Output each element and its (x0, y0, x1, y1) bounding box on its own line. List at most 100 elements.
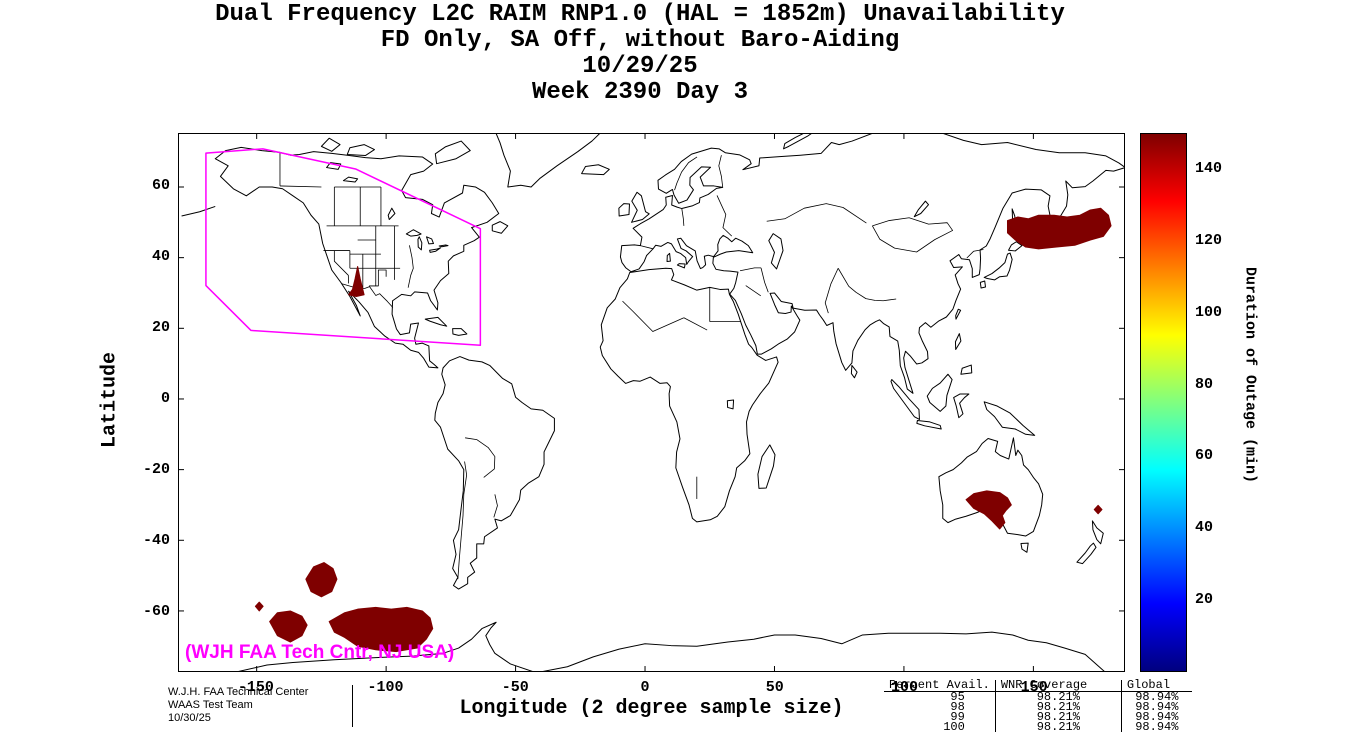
colorbar-tick-label: 20 (1195, 591, 1214, 609)
coastline (492, 222, 508, 234)
country-border (761, 268, 768, 292)
world-map-svg (179, 134, 1124, 671)
stats-row: 100 98.21% 98.94% (884, 720, 1192, 734)
coastline (427, 237, 434, 244)
coastline (784, 134, 819, 149)
stats-row: 95 98.21% 98.94% (884, 691, 1192, 703)
stats-row: 99 98.21% 98.94% (884, 711, 1192, 723)
coastline (388, 208, 395, 219)
coastline (619, 204, 630, 216)
y-tick-label: 0 (160, 389, 170, 407)
country-border (872, 218, 952, 252)
coastline (917, 421, 941, 429)
title-line-1: Dual Frequency L2C RAIM RNP1.0 (HAL = 18… (215, 1, 1065, 28)
country-border (825, 268, 838, 313)
coastline (453, 329, 467, 336)
coastline (891, 380, 919, 420)
map-credit-text: (WJH FAA Tech Cntr, NJ USA) (185, 642, 455, 663)
coastline (939, 438, 1043, 536)
stats-cell: 98.21% (994, 721, 1122, 733)
coastline (632, 192, 650, 222)
country-border (746, 286, 761, 296)
coastline (327, 163, 341, 170)
stats-cell: 98.94% (1120, 691, 1192, 703)
y-tick-label: -40 (142, 531, 170, 549)
colorbar-tick-label: 100 (1195, 303, 1223, 321)
country-border (682, 209, 684, 226)
colorbar-tick-label: 60 (1195, 447, 1214, 465)
stats-table: Percent Avail. WNR Coverage Global 95 98… (884, 679, 1192, 734)
coastline (955, 334, 960, 350)
country-border (719, 155, 723, 187)
coastline (495, 134, 601, 187)
coastline (435, 141, 470, 164)
stats-header-row: Percent Avail. WNR Coverage Global (884, 679, 1192, 692)
coastline (961, 365, 972, 374)
coastline (984, 402, 1034, 436)
country-border (458, 461, 467, 579)
stats-cell: 98.94% (1120, 701, 1192, 713)
stats-cell: 98.94% (1120, 711, 1192, 723)
coastline (582, 165, 610, 175)
y-tick-label: 20 (151, 319, 170, 337)
coastline (914, 201, 928, 217)
country-border (838, 268, 896, 301)
x-tick-label: 100 (890, 679, 918, 696)
title-line-2: FD Only, SA Off, without Baro-Aiding (380, 27, 900, 54)
y-tick-label: -60 (142, 602, 170, 620)
country-border (967, 250, 984, 258)
coastline (727, 400, 733, 409)
outage-region-south-pacific-4 (329, 607, 433, 651)
country-border (280, 186, 321, 187)
country-border (408, 245, 413, 287)
stats-cell: 98.21% (994, 691, 1122, 703)
colorbar-tick-label: 120 (1195, 231, 1223, 249)
outage-region-south-pacific-1 (306, 563, 337, 597)
footer-divider (352, 685, 353, 727)
coastline (439, 245, 448, 247)
x-tick-label: -100 (367, 679, 404, 696)
coastline (425, 317, 446, 326)
stats-row: 98 98.21% 98.94% (884, 700, 1192, 714)
country-border (767, 204, 867, 223)
outage-region-south-pacific-2-diamond (255, 602, 263, 611)
plot-area: (WJH FAA Tech Cntr, NJ USA) (178, 133, 1125, 672)
stats-header-wnr-coverage: WNR Coverage (994, 679, 1122, 692)
coastline (321, 138, 340, 151)
stats-header-percent: Percent Avail. (884, 679, 996, 692)
outage-region-southwest-pacific-diamond (1094, 505, 1102, 513)
country-border (740, 268, 761, 271)
country-border (334, 251, 348, 284)
coastline (1092, 521, 1103, 544)
coastline (927, 374, 952, 411)
stats-cell: 98.94% (1120, 721, 1192, 733)
stats-cell: 98.21% (994, 701, 1122, 713)
title-line-3: 10/29/25 (582, 53, 698, 80)
colorbar-tick-label: 80 (1195, 375, 1214, 393)
coastline (984, 253, 1012, 280)
stats-cell: 100 (943, 720, 965, 734)
x-tick-label: -50 (501, 679, 529, 696)
coastline (430, 248, 441, 253)
country-border (623, 301, 684, 331)
country-border (675, 157, 698, 190)
coastline (758, 445, 775, 488)
footer-block: W.J.H. FAA Technical Center WAAS Test Te… (168, 686, 308, 725)
coastline (667, 253, 670, 261)
country-border (465, 438, 495, 478)
footer-org: W.J.H. FAA Technical Center (168, 686, 309, 698)
x-tick-label: -150 (237, 679, 274, 696)
chart-title-block: Dual Frequency L2C RAIM RNP1.0 (HAL = 18… (0, 2, 1280, 106)
colorbar (1140, 133, 1187, 672)
x-tick-label: 150 (1020, 679, 1048, 696)
stats-header-global: Global (1120, 679, 1192, 692)
coastline (406, 230, 421, 236)
coastline (182, 206, 216, 216)
stats-cell: 98 (950, 700, 965, 714)
coastline (600, 268, 778, 522)
footer-team: WAAS Test Team (168, 699, 253, 711)
colorbar-label: Duration of Outage (min) (1241, 266, 1259, 484)
coastline (769, 234, 783, 269)
coastline (418, 237, 422, 250)
outage-region-sea-of-okhotsk-nw-pacific (1007, 208, 1111, 249)
